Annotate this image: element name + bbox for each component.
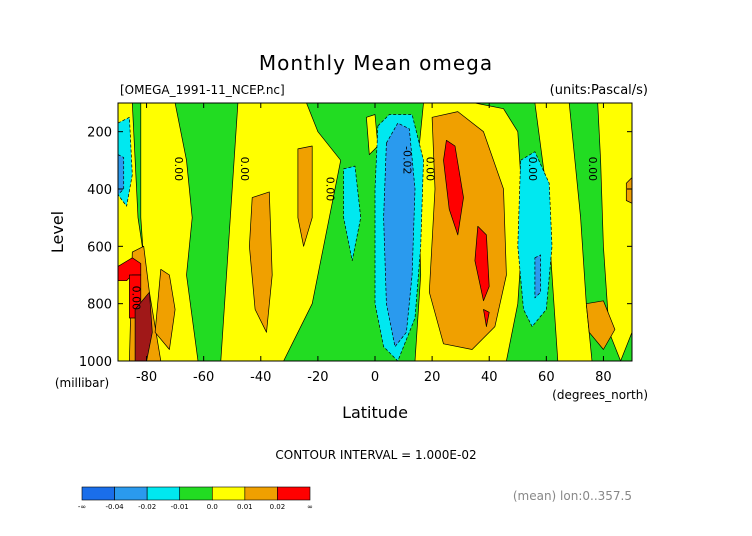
x-axis-units: (degrees_north) (552, 388, 648, 402)
legend-tick-label: 0.01 (237, 503, 253, 511)
contour-region-pos2-17 (474, 225, 490, 302)
contour-label-4: 0.00 (526, 157, 539, 182)
legend-swatch (244, 486, 278, 501)
legend-tick-label: -0.02 (138, 503, 156, 511)
plot-area: 0.00 0.00 0.00 0.00 0.00 0.00 0.00 -0.02 -80 -60… (79, 102, 633, 385)
legend-tick-label: ∞ (307, 503, 313, 511)
contour-label-2: 0.00 (324, 177, 337, 202)
x-tick-label: 40 (481, 370, 498, 385)
legend-swatch (179, 486, 213, 501)
x-tick-label: 60 (538, 370, 555, 385)
contour-region-pos1-10 (297, 145, 313, 247)
contour-region-pos1-12 (585, 300, 616, 350)
colorbar-legend: -∞ -0.04 -0.02 -0.01 0.0 0.01 0.02 ∞ (78, 486, 313, 511)
legend-swatch (114, 486, 148, 501)
x-ticks: -80 -60 -40 -20 0 20 40 60 80 (136, 103, 612, 385)
legend-tick-label: -0.04 (106, 503, 125, 511)
contour-region-pos2-16 (443, 139, 464, 236)
contour-region-pos3-19 (134, 291, 153, 361)
file-label: [OMEGA_1991-11_NCEP.nc] (120, 83, 285, 97)
x-tick-label: 0 (371, 370, 379, 385)
y-axis-label: Level (48, 211, 67, 253)
contour-region-neg2-25 (118, 154, 125, 196)
contour-label-1: 0.00 (238, 157, 251, 182)
x-tick-label: 20 (424, 370, 441, 385)
contour-region-zero_pos-5 (597, 103, 632, 361)
legend-tick-label: 0.02 (270, 503, 286, 511)
x-tick-label: -80 (136, 370, 157, 385)
contour-interval-text: CONTOUR INTERVAL = 1.000E-02 (275, 448, 476, 462)
contour-region-neg1-21 (343, 165, 362, 262)
contour-label-6: 0.00 (129, 286, 142, 311)
footnote: (mean) lon:0..357.5 (513, 489, 632, 503)
x-tick-label: -40 (250, 370, 271, 385)
contour-label-3: 0.00 (423, 157, 436, 182)
y-tick-label: 1000 (79, 355, 112, 370)
contour-region-neg2-24 (383, 122, 416, 348)
contour-label-0: 0.00 (172, 157, 185, 182)
legend-tick-label: -0.01 (171, 503, 189, 511)
contour-region-pos1-8 (154, 268, 176, 350)
contour-labels-layer: 0.00 0.00 0.00 0.00 0.00 0.00 0.00 -0.02 (129, 146, 599, 310)
contour-region-pos1-13 (625, 177, 632, 204)
legend-swatch (81, 486, 115, 501)
x-tick-label: -20 (307, 370, 328, 385)
contour-region-neg1-23 (517, 151, 553, 327)
units-label: (units:Pascal/s) (550, 83, 648, 98)
contour-label-5: 0.00 (586, 157, 599, 182)
y-tick-label: 600 (87, 240, 112, 255)
legend-swatch (211, 486, 246, 501)
chart-title: Monthly Mean omega (259, 51, 493, 75)
x-tick-label: -60 (193, 370, 214, 385)
x-tick-label: 80 (595, 370, 612, 385)
contour-label-7: -0.02 (401, 146, 414, 174)
y-tick-label: 200 (87, 126, 112, 141)
x-axis-label: Latitude (342, 403, 408, 422)
legend-swatch (146, 486, 181, 501)
contour-region-pos2-18 (483, 309, 490, 327)
y-axis-units: (millibar) (55, 376, 109, 390)
regions-layer (118, 103, 632, 361)
y-tick-label: 800 (87, 298, 112, 313)
y-tick-label: 400 (87, 183, 112, 198)
contour-region-pos1-9 (249, 191, 273, 333)
y-ticks: 200 400 600 800 1000 (79, 126, 632, 370)
legend-tick-label: -∞ (78, 503, 86, 511)
contour-region-neg2-26 (534, 254, 541, 299)
legend-swatch (277, 486, 311, 501)
legend-tick-label: 0.0 (207, 503, 218, 511)
